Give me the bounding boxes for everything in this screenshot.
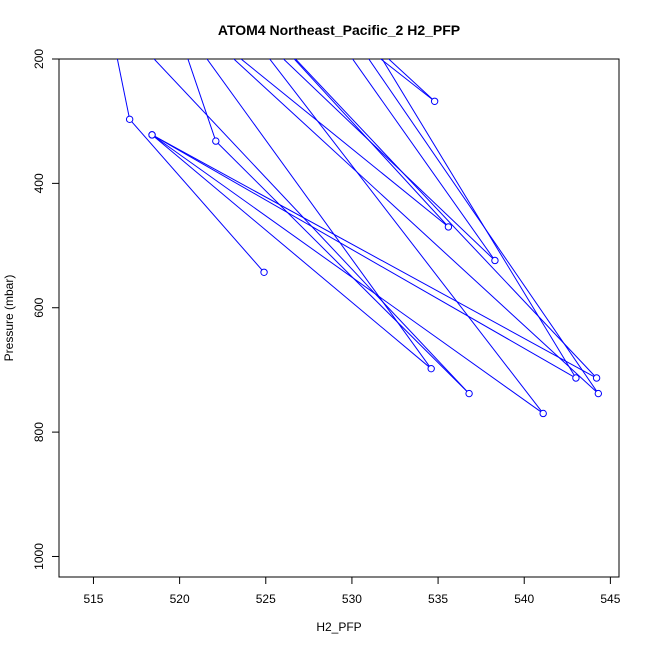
data-point (260, 268, 268, 276)
series-segment (187, 59, 217, 142)
data-point (125, 115, 134, 124)
series-segment (151, 134, 577, 379)
series-segment (381, 59, 577, 379)
series-segment (368, 59, 599, 394)
x-tick-label: 520 (170, 592, 190, 606)
x-tick-label: 540 (514, 592, 534, 606)
series-segment (206, 59, 432, 369)
data-point (572, 374, 580, 382)
data-point (148, 131, 156, 139)
series-segment (294, 59, 597, 379)
series-segment (151, 134, 432, 370)
series-segment (293, 59, 449, 228)
y-tick-label: 600 (32, 297, 46, 317)
y-tick-label: 1000 (32, 543, 46, 570)
data-point (592, 374, 601, 382)
x-axis-label: H2_PFP (316, 620, 361, 634)
series-segment (153, 59, 470, 394)
x-tick-label: 525 (256, 592, 276, 606)
series-segment (387, 59, 435, 102)
data-point (465, 389, 473, 398)
y-tick-label: 200 (32, 49, 46, 69)
series-segment (116, 59, 131, 120)
data-point (427, 364, 435, 373)
data-point (491, 256, 499, 265)
x-tick-label: 530 (342, 592, 362, 606)
x-tick-label: 545 (600, 592, 620, 606)
x-tick-label: 515 (83, 592, 103, 606)
data-point (594, 389, 603, 398)
data-point (444, 223, 453, 231)
chart-title: ATOM4 Northeast_Pacific_2 H2_PFP (218, 22, 460, 38)
y-tick-label: 800 (32, 422, 46, 442)
series-segment (282, 59, 496, 261)
series-segment (151, 134, 597, 379)
data-point (430, 97, 439, 105)
series-segment (269, 59, 544, 414)
y-tick-label: 400 (32, 173, 46, 193)
plot-layer: 515 520 525 530 535 540 545 200 400 600 800 1000 (32, 49, 621, 606)
plot-frame (58, 58, 620, 578)
y-axis-label: Pressure (mbar) (2, 275, 16, 362)
series-segment (379, 59, 435, 102)
series-segment (240, 59, 449, 228)
series-segment (215, 140, 470, 394)
series-segment (129, 118, 265, 273)
x-tick-label: 535 (428, 592, 448, 606)
series-segment (233, 59, 599, 394)
data-point (212, 137, 220, 145)
series-segment (151, 134, 544, 414)
data-point (539, 409, 547, 418)
series-segment (351, 59, 496, 261)
series-group (116, 59, 603, 418)
